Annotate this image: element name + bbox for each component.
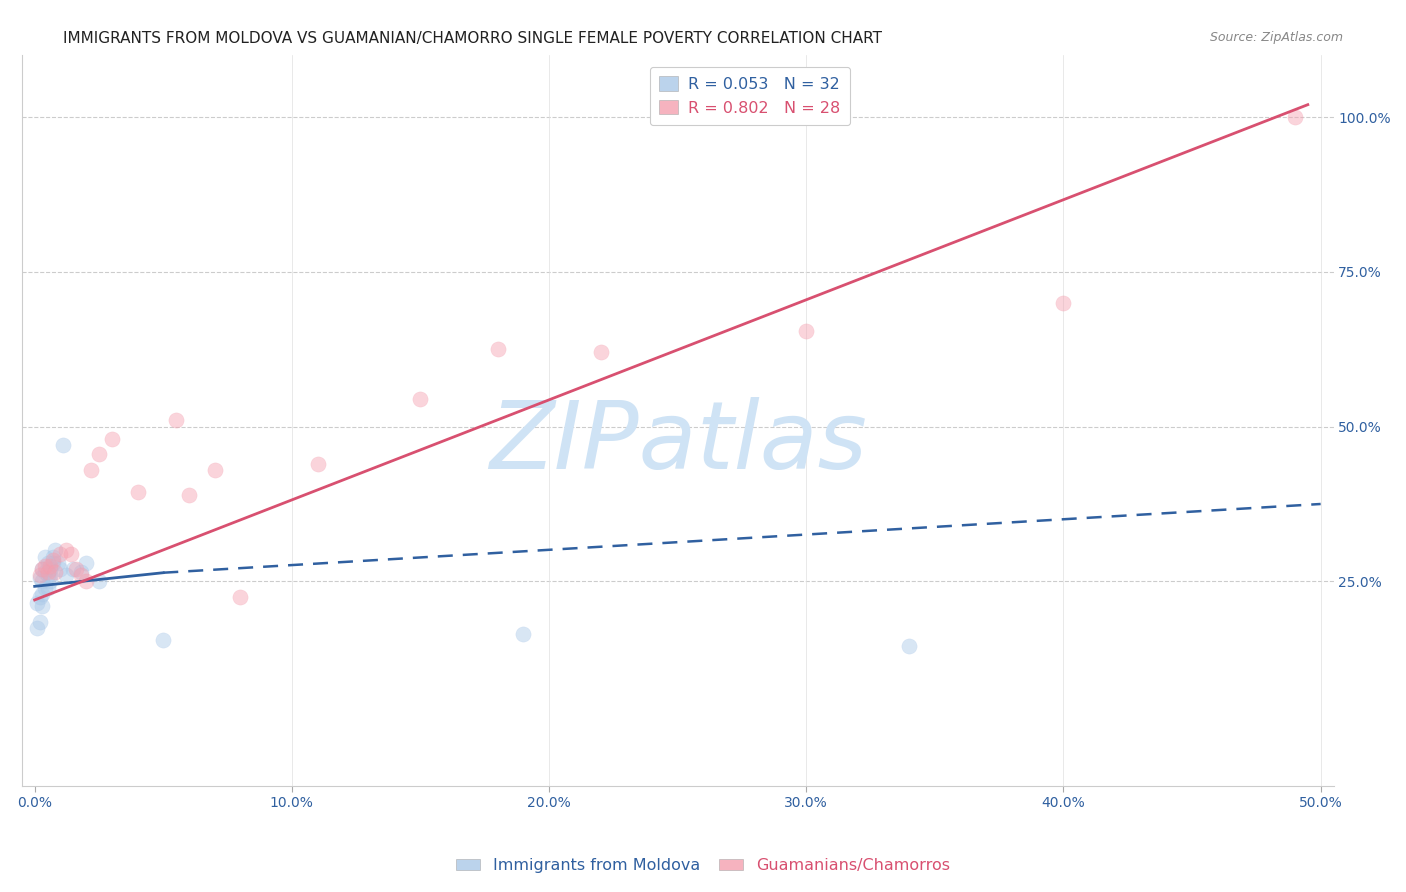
Point — [101, 432, 124, 446]
Point — [165, 413, 187, 427]
Point — [152, 633, 174, 648]
Point — [41, 549, 63, 564]
Point — [55, 568, 77, 582]
Point — [25, 621, 48, 635]
Point — [44, 565, 66, 579]
Point — [486, 342, 509, 356]
Point — [37, 565, 59, 579]
Point — [28, 590, 51, 604]
Point — [28, 615, 51, 629]
Point — [87, 447, 110, 461]
Point — [39, 574, 62, 589]
Point — [34, 549, 56, 564]
Point — [31, 562, 53, 576]
Point — [34, 581, 56, 595]
Point — [39, 558, 62, 573]
Legend: Immigrants from Moldova, Guamanians/Chamorros: Immigrants from Moldova, Guamanians/Cham… — [450, 851, 956, 880]
Text: Source: ZipAtlas.com: Source: ZipAtlas.com — [1209, 31, 1343, 45]
Point — [49, 547, 72, 561]
Point — [204, 463, 226, 477]
Point — [49, 562, 72, 576]
Point — [512, 627, 534, 641]
Point — [37, 556, 59, 570]
Point — [52, 438, 75, 452]
Point — [31, 599, 53, 614]
Point — [177, 488, 200, 502]
Point — [1284, 110, 1306, 124]
Point — [80, 463, 103, 477]
Point — [34, 558, 56, 573]
Text: ZIPatlas: ZIPatlas — [489, 397, 866, 488]
Point — [37, 581, 59, 595]
Point — [41, 556, 63, 570]
Point — [46, 556, 69, 570]
Point — [307, 457, 329, 471]
Legend: R = 0.053   N = 32, R = 0.802   N = 28: R = 0.053 N = 32, R = 0.802 N = 28 — [650, 67, 849, 125]
Point — [70, 565, 93, 579]
Point — [75, 574, 97, 589]
Point — [31, 562, 53, 576]
Point — [37, 568, 59, 582]
Point — [62, 562, 84, 576]
Point — [28, 571, 51, 585]
Point — [589, 345, 612, 359]
Point — [1052, 295, 1074, 310]
Point — [229, 590, 252, 604]
Point — [55, 543, 77, 558]
Text: IMMIGRANTS FROM MOLDOVA VS GUAMANIAN/CHAMORRO SINGLE FEMALE POVERTY CORRELATION : IMMIGRANTS FROM MOLDOVA VS GUAMANIAN/CHA… — [63, 31, 883, 46]
Point — [44, 543, 66, 558]
Point — [898, 640, 921, 654]
Point — [34, 565, 56, 579]
Point — [39, 568, 62, 582]
Point — [70, 568, 93, 582]
Point — [41, 552, 63, 566]
Point — [31, 587, 53, 601]
Point — [28, 568, 51, 582]
Point — [59, 547, 82, 561]
Point — [87, 574, 110, 589]
Point — [39, 562, 62, 576]
Point — [127, 484, 149, 499]
Point — [794, 324, 817, 338]
Point — [409, 392, 432, 406]
Point — [25, 596, 48, 610]
Point — [65, 562, 87, 576]
Point — [75, 556, 97, 570]
Point — [31, 574, 53, 589]
